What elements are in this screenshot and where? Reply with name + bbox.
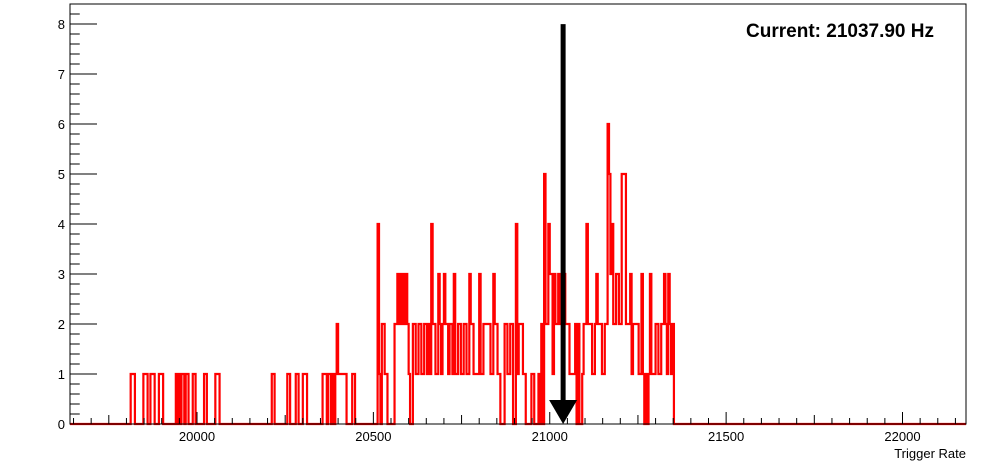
y-tick-label-0: 0: [58, 417, 65, 432]
y-tick-label-1: 1: [58, 367, 65, 382]
x-tick-label-4: 22000: [884, 429, 920, 444]
current-rate-annotation: Current: 21037.90 Hz: [746, 21, 934, 42]
x-tick-label-3: 21500: [708, 429, 744, 444]
y-tick-label-2: 2: [58, 317, 65, 332]
y-tick-label-3: 3: [58, 267, 65, 282]
y-tick-label-4: 4: [58, 217, 65, 232]
axis-layer: 20000 20500 21000 21500 22000 0 1 2 3 4 5 6 7 8: [58, 13, 956, 444]
y-tick-label-7: 7: [58, 67, 65, 82]
y-tick-label-6: 6: [58, 117, 65, 132]
x-tick-label-2: 21000: [532, 429, 568, 444]
y-tick-label-8: 8: [58, 17, 65, 32]
current-marker-arrowhead: [549, 400, 578, 424]
x-tick-label-0: 20000: [179, 429, 215, 444]
y-tick-label-5: 5: [58, 167, 65, 182]
x-axis-title: Trigger Rate: [894, 446, 966, 461]
x-tick-label-1: 20500: [355, 429, 391, 444]
marker-layer: [549, 24, 578, 424]
